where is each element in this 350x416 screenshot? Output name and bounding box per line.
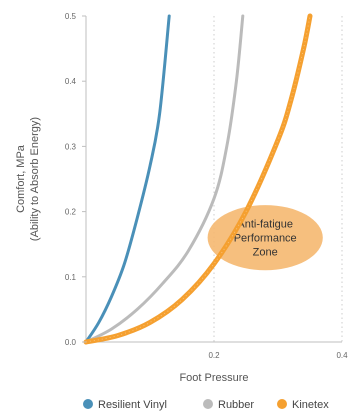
legend-marker-kinetex [277, 399, 287, 409]
x-tick-label-0: 0.2 [208, 351, 220, 360]
legend-label-kinetex: Kinetex [292, 399, 329, 411]
performance-zone-ellipse [207, 205, 323, 271]
annotations: Anti-fatigue Performance Zone [207, 205, 323, 271]
axis-titles: Foot Pressure Comfort, MPa (Ability to A… [15, 117, 249, 384]
y-axis-title-line-1: Comfort, MPa [15, 144, 27, 213]
y-tick-label-0: 0.0 [65, 338, 77, 347]
y-axis-title-line-2: (Ability to Absorb Energy) [29, 117, 41, 241]
axes [85, 16, 342, 343]
legend-marker-rubber [203, 399, 213, 409]
performance-zone-label-line-0: Anti-fatigue [237, 219, 293, 231]
gridlines [213, 16, 343, 342]
legend-label-rubber: Rubber [218, 399, 254, 411]
series-line-resilient-vinyl [84, 14, 171, 344]
performance-zone-label-line-1: Performance [234, 233, 297, 245]
y-tick-label-2: 0.2 [65, 208, 77, 217]
x-tick-label-1: 0.4 [336, 351, 348, 360]
y-tick-label-5: 0.5 [65, 12, 77, 21]
y-tick-label-1: 0.1 [65, 273, 77, 282]
legend-marker-resilient-vinyl [83, 399, 93, 409]
tick-labels: 0.0 0.1 0.2 0.3 0.4 0.5 0.2 0.4 [65, 12, 348, 360]
y-tick-label-3: 0.3 [65, 142, 77, 151]
y-tick-label-4: 0.4 [65, 77, 77, 86]
legend-label-resilient-vinyl: Resilient Vinyl [98, 399, 167, 411]
series-texture-kinetex [85, 15, 311, 343]
performance-zone-label-line-2: Zone [253, 247, 278, 259]
series-line-rubber [84, 14, 245, 344]
x-axis-title: Foot Pressure [179, 372, 248, 384]
legend: Resilient Vinyl Rubber Kinetex [83, 399, 329, 411]
series-lines [83, 13, 313, 345]
series-line-kinetex [83, 13, 313, 345]
